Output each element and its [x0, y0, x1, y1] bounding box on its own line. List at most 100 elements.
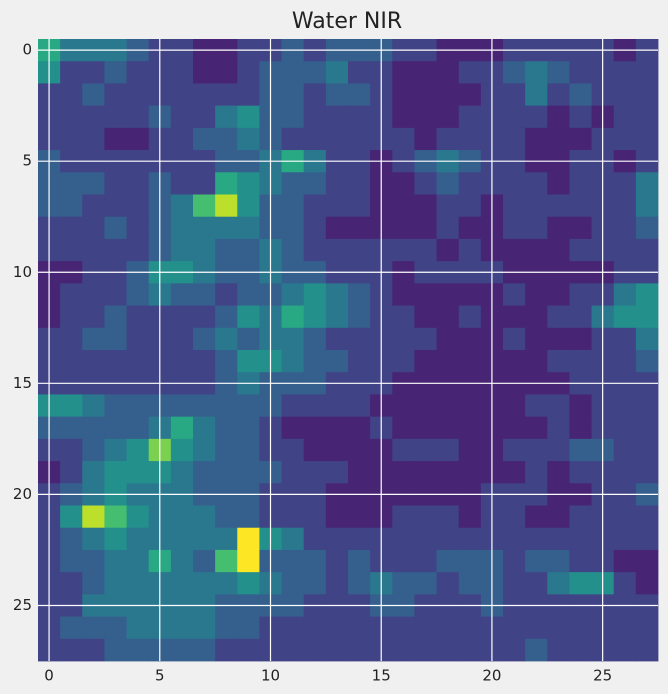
heat-cell: [281, 527, 305, 551]
heat-cell: [281, 83, 305, 107]
heat-cell: [392, 394, 415, 418]
heat-cell: [569, 327, 592, 351]
heat-cell: [613, 83, 637, 107]
heat-cell: [325, 283, 349, 306]
heat-cell: [325, 172, 349, 195]
heat-cell: [458, 394, 482, 418]
heat-cell: [613, 105, 637, 129]
heat-cell: [547, 527, 570, 551]
heat-cell: [503, 461, 526, 484]
heat-cell: [325, 527, 349, 551]
heat-cell: [348, 638, 371, 662]
heat-cell: [458, 216, 482, 240]
heat-cell: [215, 438, 238, 462]
heat-cell: [392, 327, 415, 351]
heat-cell: [458, 105, 482, 129]
heat-cell: [170, 638, 194, 662]
heat-cell: [60, 327, 83, 351]
heat-cell: [569, 83, 592, 107]
heat-cell: [237, 505, 260, 529]
heat-cell: [635, 216, 659, 240]
heat-cell: [215, 350, 238, 373]
heat-cell: [569, 305, 592, 329]
heat-cell: [547, 238, 570, 262]
heat-cell: [237, 127, 260, 151]
heat-cell: [436, 572, 460, 595]
heat-cell: [348, 350, 371, 373]
heat-cell: [525, 461, 548, 484]
heat-cell: [104, 350, 127, 373]
heat-cell: [104, 438, 127, 462]
heat-cell: [503, 127, 526, 151]
heat-cell: [414, 127, 437, 151]
heat-cell: [215, 305, 238, 329]
heat-cell: [392, 438, 415, 462]
heat-cell: [547, 127, 570, 151]
heat-cell: [525, 549, 548, 573]
heat-cell: [281, 461, 305, 484]
heat-cell: [170, 172, 194, 195]
heat-cell: [414, 638, 437, 662]
heat-cell: [60, 105, 83, 129]
heat-cell: [126, 327, 150, 351]
heat-cell: [237, 616, 260, 640]
heat-cell: [613, 438, 637, 462]
heat-cell: [215, 283, 238, 306]
heat-cell: [170, 238, 194, 262]
heat-cell: [104, 638, 127, 662]
heat-cell: [569, 238, 592, 262]
heat-cell: [525, 438, 548, 462]
heat-cell: [325, 127, 349, 151]
heat-cell: [215, 172, 238, 195]
heat-cell: [613, 283, 637, 306]
heat-cell: [170, 305, 194, 329]
heat-cell: [281, 238, 305, 262]
heat-cell: [303, 61, 327, 84]
heat-cell: [613, 194, 637, 218]
chart-title: Water NIR: [292, 9, 402, 34]
heat-cell: [237, 461, 260, 484]
heat-cell: [503, 216, 526, 240]
heat-cell: [613, 549, 637, 573]
heat-cell: [60, 505, 83, 529]
heat-cell: [635, 394, 659, 418]
heat-cell: [348, 105, 371, 129]
heat-cell: [193, 572, 216, 595]
heat-cell: [237, 394, 260, 418]
heat-cell: [126, 549, 150, 573]
heat-cell: [60, 416, 83, 440]
heat-cell: [303, 394, 327, 418]
heat-cell: [325, 327, 349, 351]
heat-cell: [170, 394, 194, 418]
heat-cell: [215, 527, 238, 551]
heat-cell: [547, 105, 570, 129]
heat-cell: [613, 238, 637, 262]
heat-cell: [458, 61, 482, 84]
heat-cell: [82, 416, 105, 440]
heat-cell: [613, 572, 637, 595]
heat-cell: [325, 638, 349, 662]
heat-cell: [348, 283, 371, 306]
heat-cell: [170, 83, 194, 107]
heat-cell: [281, 327, 305, 351]
heat-cell: [193, 416, 216, 440]
heat-cell: [503, 416, 526, 440]
heat-cell: [414, 549, 437, 573]
heat-cell: [325, 438, 349, 462]
heat-cell: [414, 105, 437, 129]
heat-cell: [193, 638, 216, 662]
heat-cell: [547, 549, 570, 573]
heat-cell: [104, 283, 127, 306]
heat-cell: [303, 572, 327, 595]
heat-cell: [325, 83, 349, 107]
heat-cell: [82, 216, 105, 240]
heat-cell: [325, 238, 349, 262]
heat-cell: [104, 172, 127, 195]
heat-cell: [325, 616, 349, 640]
heat-cell: [193, 283, 216, 306]
heat-cell: [325, 305, 349, 329]
heat-cell: [303, 549, 327, 573]
heat-cell: [325, 416, 349, 440]
heat-cell: [237, 194, 260, 218]
heat-cell: [458, 283, 482, 306]
